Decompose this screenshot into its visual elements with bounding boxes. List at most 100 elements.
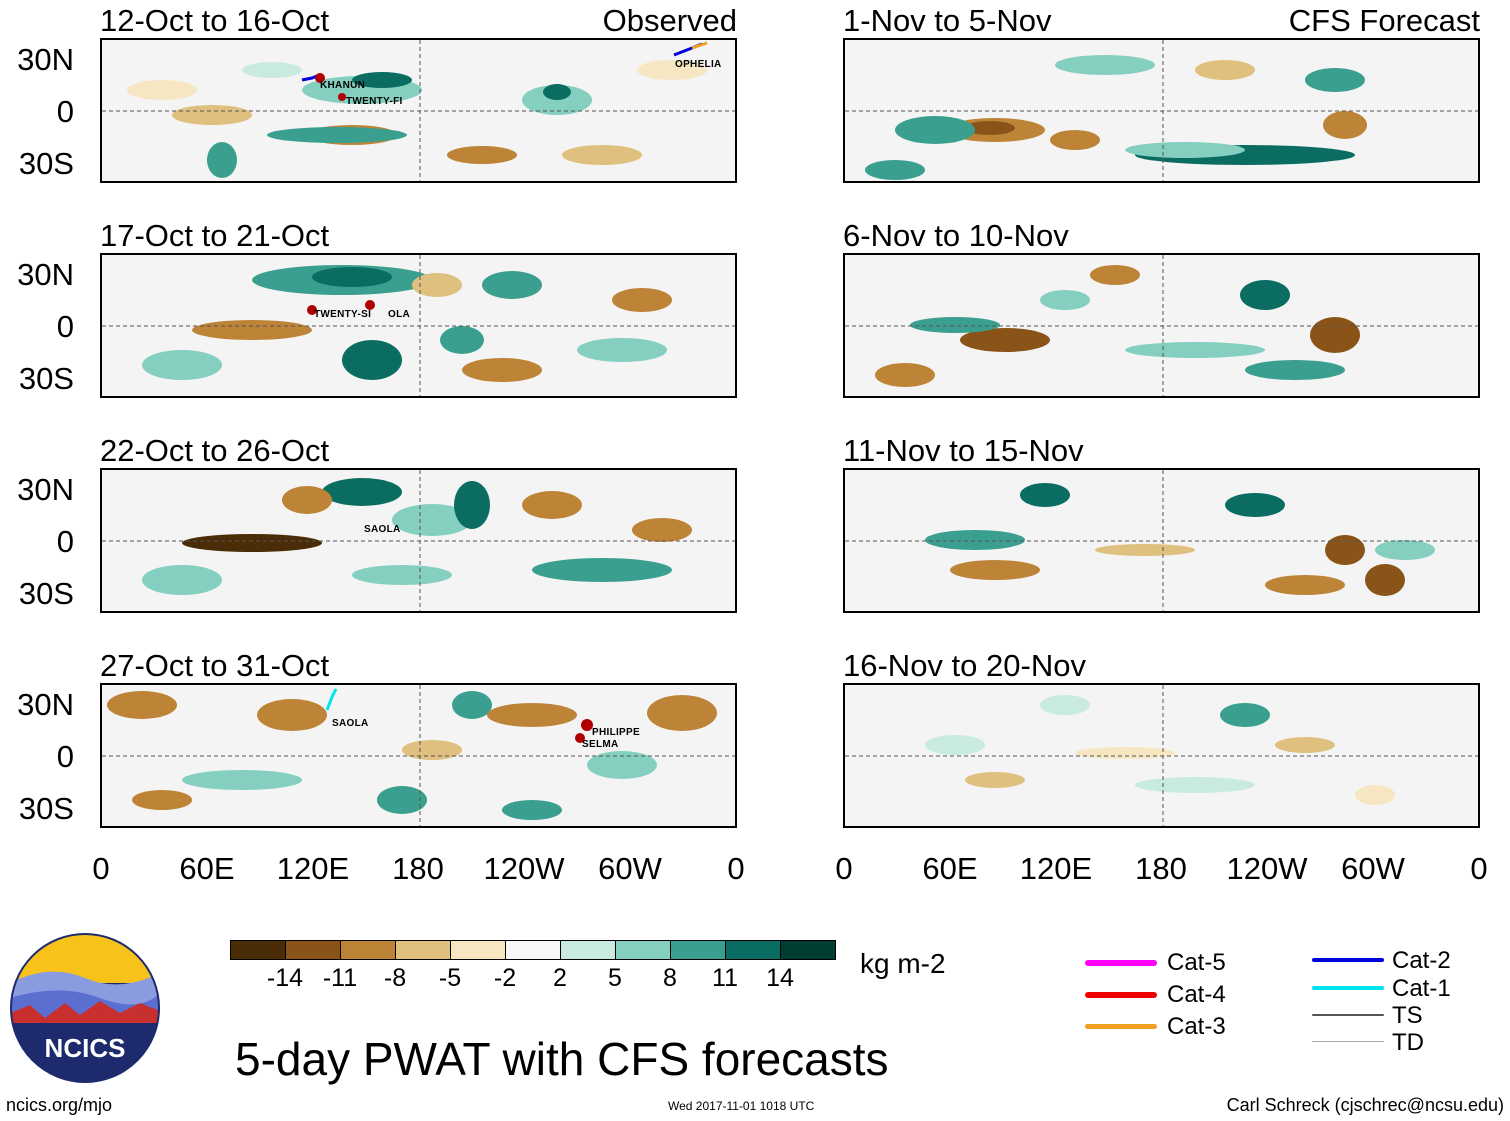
panel-3-title: 22-Oct to 26-Oct bbox=[100, 433, 330, 468]
lon-label: 120E bbox=[1019, 851, 1093, 886]
panel-5-title: 1-Nov to 5-Nov bbox=[843, 3, 1052, 38]
panel-6-pwat-field bbox=[845, 255, 1478, 396]
panel-1-tag: Observed bbox=[602, 3, 737, 38]
storm-label: SAOLA bbox=[364, 524, 401, 535]
colorbar-swatch bbox=[505, 940, 561, 960]
colorbar-tick-label: -5 bbox=[438, 964, 462, 992]
colorbar-swatch bbox=[285, 940, 341, 960]
colorbar-swatch bbox=[560, 940, 616, 960]
lat-label-30n: 30N bbox=[17, 472, 74, 507]
ncics-logo-icon bbox=[10, 933, 160, 1083]
panel-7-map bbox=[843, 468, 1480, 613]
panel-3-map: SAOLA bbox=[100, 468, 737, 613]
lon-label: 120W bbox=[483, 851, 565, 886]
panel-2-map: TWENTY-SI OLA bbox=[100, 253, 737, 398]
footer-url[interactable]: ncics.org/mjo bbox=[6, 1095, 113, 1115]
main-title: 5-day PWAT with CFS forecasts bbox=[235, 1033, 889, 1085]
panel-4-map: SAOLA PHILIPPE SELMA bbox=[100, 683, 737, 828]
lon-label: 60W bbox=[598, 851, 662, 886]
legend-line-cat1 bbox=[1312, 986, 1384, 990]
lon-label: 60E bbox=[179, 851, 235, 886]
panel-4-pwat-field bbox=[102, 685, 735, 826]
lon-label: 180 bbox=[1135, 851, 1187, 886]
lat-label-eq: 0 bbox=[56, 739, 74, 774]
colorbar-swatch bbox=[780, 940, 836, 960]
lon-label: 0 bbox=[835, 851, 853, 886]
storm-label: TWENTY-SI bbox=[314, 309, 372, 320]
colorbar-swatch bbox=[725, 940, 781, 960]
colorbar-tick-label: 14 bbox=[766, 964, 794, 992]
legend-label-cat1: Cat-1 bbox=[1392, 975, 1451, 1002]
storm-label: KHANUN bbox=[320, 80, 366, 91]
legend-line-td bbox=[1312, 1041, 1384, 1042]
colorbar-tick-label: 2 bbox=[553, 964, 567, 992]
ncics-logo: NCICS bbox=[10, 933, 160, 1083]
lat-label-30s: 30S bbox=[18, 361, 74, 396]
legend-line-ts bbox=[1312, 1014, 1384, 1016]
lat-label-30s: 30S bbox=[18, 791, 74, 826]
colorbar-swatch bbox=[340, 940, 396, 960]
colorbar-swatch bbox=[670, 940, 726, 960]
colorbar-tick-label: 11 bbox=[712, 964, 738, 992]
colorbar-tick-label: -11 bbox=[322, 964, 358, 992]
lat-label-30n: 30N bbox=[17, 257, 74, 292]
lon-label: 120W bbox=[1226, 851, 1308, 886]
panel-1-map: KHANUN TWENTY-FI OPHELIA bbox=[100, 38, 737, 183]
storm-label: PHILIPPE bbox=[592, 727, 640, 738]
storm-label: TWENTY-FI bbox=[346, 96, 403, 107]
storm-label: OLA bbox=[388, 309, 411, 320]
lon-label: 0 bbox=[1470, 851, 1488, 886]
lat-label-eq: 0 bbox=[56, 309, 74, 344]
colorbar-tick-label: -14 bbox=[266, 964, 304, 992]
panel-8-title: 16-Nov to 20-Nov bbox=[843, 648, 1086, 683]
panel-7-title: 11-Nov to 15-Nov bbox=[843, 433, 1084, 468]
legend-label-cat2: Cat-2 bbox=[1392, 947, 1451, 974]
legend-label-cat3: Cat-3 bbox=[1167, 1013, 1226, 1040]
panel-2-pwat-field bbox=[102, 255, 735, 396]
lat-label-30n: 30N bbox=[17, 42, 74, 77]
panel-5-pwat-field bbox=[845, 40, 1478, 181]
legend-line-cat3 bbox=[1085, 1024, 1157, 1029]
lon-label: 0 bbox=[727, 851, 745, 886]
legend-line-cat2 bbox=[1312, 958, 1384, 962]
legend-label-cat5: Cat-5 bbox=[1167, 949, 1226, 976]
colorbar-tick-label: 5 bbox=[608, 964, 622, 992]
panel-8-pwat-field bbox=[845, 685, 1478, 826]
legend-label-cat4: Cat-4 bbox=[1167, 981, 1226, 1008]
lon-label: 0 bbox=[92, 851, 110, 886]
panel-5-tag: CFS Forecast bbox=[1288, 3, 1480, 38]
legend-line-cat5 bbox=[1085, 960, 1157, 966]
panel-4-title: 27-Oct to 31-Oct bbox=[100, 648, 330, 683]
colorbar-swatch bbox=[395, 940, 451, 960]
storm-label: SAOLA bbox=[332, 718, 369, 729]
lon-label: 120E bbox=[276, 851, 350, 886]
colorbar-tick-label: -2 bbox=[493, 964, 517, 992]
storm-label: OPHELIA bbox=[675, 59, 722, 70]
lon-label: 180 bbox=[392, 851, 444, 886]
colorbar-swatch bbox=[230, 940, 286, 960]
legend-line-cat4 bbox=[1085, 992, 1157, 998]
footer-author: Carl Schreck (cjschrec@ncsu.edu) bbox=[1226, 1095, 1504, 1115]
panel-7-pwat-field bbox=[845, 470, 1478, 611]
storm-label: SELMA bbox=[582, 739, 619, 750]
colorbar-swatch bbox=[450, 940, 506, 960]
legend-label-td: TD bbox=[1392, 1029, 1424, 1056]
lat-label-30s: 30S bbox=[18, 576, 74, 611]
lon-label: 60W bbox=[1341, 851, 1405, 886]
lat-label-30n: 30N bbox=[17, 687, 74, 722]
panel-3-pwat-field bbox=[102, 470, 735, 611]
panel-1-title: 12-Oct to 16-Oct bbox=[100, 3, 330, 38]
lat-label-eq: 0 bbox=[56, 524, 74, 559]
colorbar-tick-label: -8 bbox=[383, 964, 407, 992]
panel-5-map bbox=[843, 38, 1480, 183]
footer-timestamp: Wed 2017-11-01 1018 UTC bbox=[668, 1099, 815, 1113]
logo-text: NCICS bbox=[44, 1033, 126, 1063]
legend-label-ts: TS bbox=[1392, 1002, 1423, 1029]
colorbar-swatch bbox=[615, 940, 671, 960]
panel-8-map bbox=[843, 683, 1480, 828]
lat-label-eq: 0 bbox=[56, 94, 74, 129]
lat-label-30s: 30S bbox=[18, 146, 74, 181]
panel-2-title: 17-Oct to 21-Oct bbox=[100, 218, 330, 253]
lon-label: 60E bbox=[922, 851, 978, 886]
panel-6-title: 6-Nov to 10-Nov bbox=[843, 218, 1069, 253]
